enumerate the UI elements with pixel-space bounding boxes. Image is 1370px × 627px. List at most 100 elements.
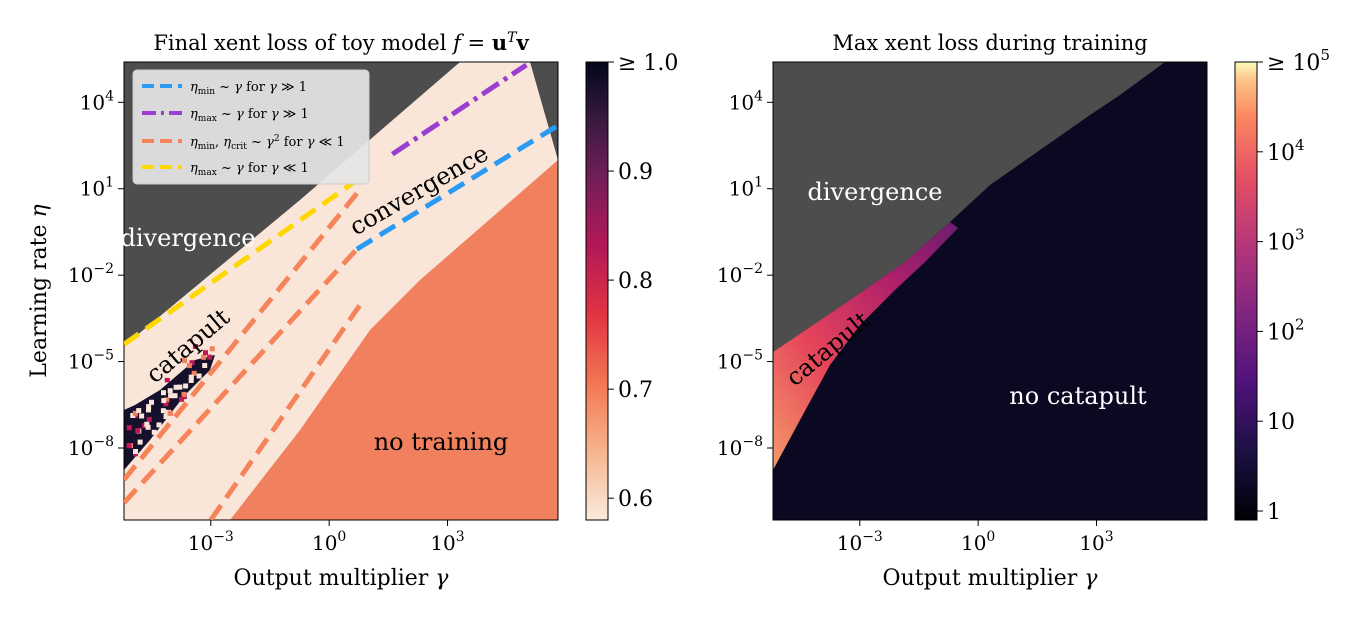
speckle-pixel [135, 428, 141, 434]
right-title: Max xent loss during training [832, 31, 1147, 55]
speckle-pixel [163, 401, 169, 407]
right-axes-frame [772, 61, 1208, 521]
speckle-pixel [144, 421, 150, 427]
left-theory-lines [124, 62, 558, 520]
colorbar-tick-label: 0.9 [618, 160, 653, 185]
speckle-pixel [136, 408, 142, 414]
colorbar-tick-label: 102 [1267, 315, 1305, 345]
right-region-divergence: divergence [808, 178, 943, 206]
y-tick-label: 10−8 [717, 434, 763, 460]
speckle-pixel [196, 373, 202, 379]
left-x-axis-label: Output multiplier γ [234, 566, 450, 591]
speckle-pixel [167, 388, 173, 394]
speckle-pixel [189, 360, 195, 366]
colorbar-tick-label: 0.8 [618, 269, 653, 294]
catapult-speckle [126, 326, 216, 457]
legend-label-1: ηmin ~ γ for γ ≫ 1 [190, 80, 307, 97]
y-tick-label: 101 [729, 175, 763, 201]
catapult-area-right [773, 222, 958, 470]
speckle-pixel [146, 416, 152, 422]
left-region-divergence: divergence [121, 224, 256, 252]
right-heatmap [773, 62, 1207, 520]
left-axes-frame [123, 61, 559, 521]
line-eta-min-small [124, 247, 359, 505]
speckle-pixel [191, 370, 197, 376]
left-y-axis-label: Learning rate η [27, 204, 52, 377]
y-tick-label: 10−5 [717, 348, 763, 374]
speckle-pixel [203, 350, 208, 356]
left-region-no-training: no training [374, 428, 509, 456]
speckle-pixel [156, 422, 162, 428]
colorbar-tick-label: 103 [1267, 226, 1305, 256]
speckle-pixel [165, 372, 170, 378]
left-colorbar [585, 61, 609, 521]
speckle-pixel [182, 358, 188, 364]
speckle-pixel [177, 384, 183, 390]
speckle-pixel [168, 393, 174, 399]
legend: ηmin ~ γ for γ ≫ 1 ηmax ~ γ for γ ≫ 1 ηm… [132, 69, 370, 185]
speckle-pixel [149, 399, 154, 405]
speckle-pixel [126, 425, 132, 431]
speckle-pixel [161, 398, 167, 404]
speckle-pixel [168, 371, 174, 377]
colorbar-tick-label: 0.6 [618, 487, 653, 512]
speckle-pixel [209, 346, 215, 352]
speckle-pixel [132, 410, 138, 416]
left-colorbar-ticks: ≥ 1.0 0.9 0.8 0.7 0.6 [608, 51, 678, 512]
speckle-pixel [151, 429, 157, 435]
colorbar-tick-label: 0.7 [618, 378, 653, 403]
colorbar-tick-label: 10 [1267, 410, 1295, 435]
speckle-pixel [208, 326, 214, 332]
speckle-pixel [207, 354, 213, 360]
speckle-pixel [210, 337, 216, 343]
speckle-pixel [146, 407, 151, 413]
speckle-pixel [145, 424, 151, 430]
legend-box [132, 69, 370, 185]
colorbar-tick-label: ≥ 1.0 [618, 51, 678, 76]
legend-label-3: ηmin, ηcrit ~ γ2 for γ ≪ 1 [190, 134, 345, 152]
colorbar-tick-label: ≥ 105 [1267, 46, 1330, 76]
speckle-pixel [161, 390, 166, 396]
speckle-pixel [192, 344, 198, 349]
speckle-pixel [186, 363, 192, 369]
y-tick-label: 104 [80, 88, 114, 114]
line-eta-min-large [355, 123, 558, 252]
speckle-pixel [146, 404, 152, 410]
right-colorbar [1234, 61, 1258, 521]
line-eta-max-small [124, 180, 355, 347]
left-axis-ticks: 10−3 100 103 104 101 10−2 10−5 10−8 [68, 88, 465, 555]
x-tick-label: 103 [1079, 529, 1113, 555]
speckle-pixel [181, 391, 187, 397]
speckle-pixel [172, 393, 178, 399]
colorbar-tick-label: 1 [1267, 500, 1281, 525]
y-tick-label: 10−8 [68, 434, 114, 460]
divergence-area-right [773, 62, 1165, 352]
speckle-pixel [196, 343, 202, 349]
y-tick-label: 10−2 [717, 261, 763, 287]
speckle-pixel [201, 354, 207, 360]
line-eta-crit-small [124, 187, 363, 482]
right-x-axis-label: Output multiplier γ [883, 566, 1099, 591]
speckle-pixel [202, 363, 208, 368]
speckle-pixel [164, 377, 170, 383]
line-eta-max-large [390, 62, 528, 157]
x-tick-label: 100 [961, 529, 995, 555]
speckle-pixel [139, 413, 145, 419]
x-tick-label: 10−3 [188, 529, 234, 555]
speckle-pixel [133, 449, 138, 454]
speckle-pixel [183, 383, 189, 389]
y-tick-label: 104 [729, 88, 763, 114]
legend-label-2: ηmax ~ γ for γ ≫ 1 [190, 107, 309, 124]
y-tick-label: 10−5 [68, 348, 114, 374]
speckle-pixel [188, 374, 194, 380]
legend-label-4: ηmax ~ γ for γ ≪ 1 [190, 161, 309, 178]
line-eta-crit-lower [208, 302, 363, 520]
x-tick-label: 10−3 [837, 529, 883, 555]
speckle-pixel [167, 410, 173, 416]
right-axis-ticks: 10−3 100 103 104 101 10−2 10−5 10−8 [717, 88, 1114, 555]
speckle-pixel [160, 408, 166, 414]
speckle-pixel [137, 439, 143, 445]
speckle-pixel [188, 378, 194, 383]
